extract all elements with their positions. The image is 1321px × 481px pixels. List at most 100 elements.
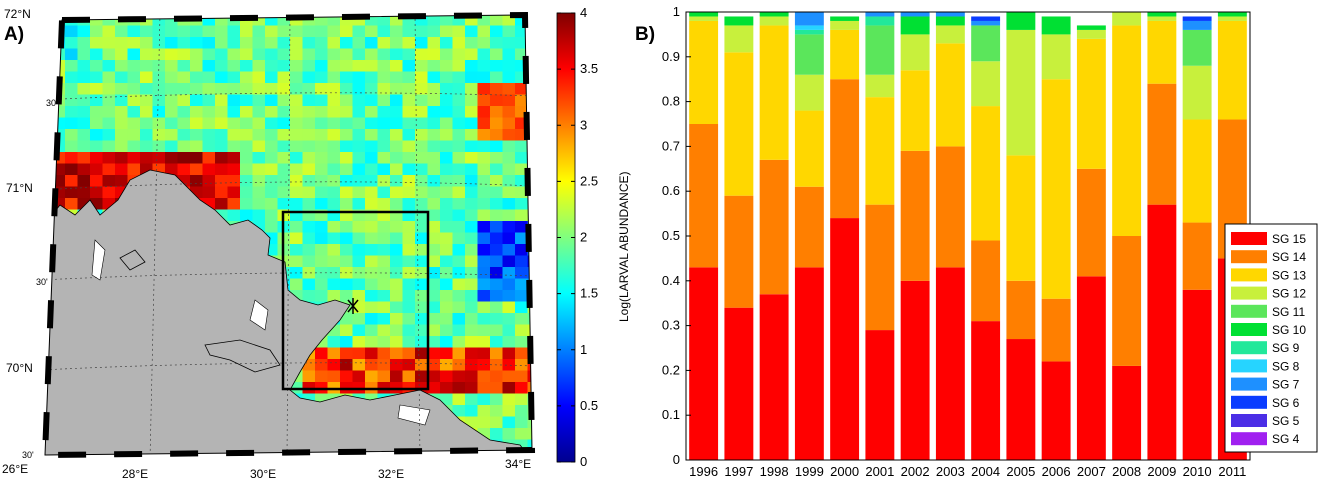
abundance-cell: [490, 175, 503, 187]
abundance-cell: [415, 71, 428, 84]
abundance-cell: [115, 94, 128, 107]
abundance-cell: [490, 94, 503, 107]
abundance-cell: [315, 48, 328, 61]
abundance-cell: [502, 25, 516, 38]
bar-segment: [1147, 20, 1177, 84]
abundance-cell: [65, 71, 78, 84]
abundance-cell: [315, 451, 328, 455]
abundance-cell: [365, 83, 378, 95]
abundance-cell: [465, 359, 478, 371]
legend-label: SG 10: [1272, 323, 1306, 337]
abundance-cell: [127, 152, 141, 164]
abundance-cell: [127, 71, 141, 84]
abundance-cell: [340, 278, 353, 291]
abundance-cell: [127, 140, 141, 153]
abundance-cell: [490, 198, 503, 210]
abundance-cell: [452, 301, 466, 314]
abundance-cell: [477, 198, 491, 210]
fjord: [397, 404, 431, 426]
bar-segment: [865, 330, 895, 460]
bar-segment: [935, 43, 965, 147]
abundance-cell: [127, 106, 141, 118]
abundance-cell: [302, 152, 316, 164]
abundance-cell: [490, 71, 503, 84]
abundance-cell: [340, 140, 353, 153]
abundance-cell: [477, 186, 491, 199]
abundance-cell: [140, 15, 153, 26]
abundance-cell: [452, 313, 466, 325]
abundance-cell: [402, 232, 416, 245]
abundance-cell: [165, 71, 178, 84]
abundance-cell: [490, 382, 503, 394]
abundance-cell: [477, 336, 491, 348]
abundance-cell: [315, 290, 328, 302]
abundance-cell: [227, 140, 241, 153]
abundance-cell: [202, 117, 216, 130]
abundance-cell: [427, 15, 441, 26]
x-tick-label: 2003: [936, 464, 965, 479]
bar-segment: [724, 16, 754, 26]
abundance-cell: [365, 186, 378, 199]
abundance-cell: [465, 117, 478, 130]
abundance-cell: [227, 117, 241, 130]
abundance-cell: [302, 198, 316, 210]
abundance-cell: [115, 71, 128, 84]
abundance-cell: [452, 175, 466, 187]
abundance-cell: [77, 163, 91, 176]
legend-label: SG 6: [1272, 396, 1300, 410]
abundance-cell: [502, 232, 516, 245]
abundance-cell: [240, 186, 253, 199]
abundance-cell: [277, 186, 291, 199]
abundance-cell: [77, 83, 91, 95]
abundance-cell: [502, 117, 516, 130]
bar-segment: [794, 74, 824, 111]
abundance-cell: [390, 186, 403, 199]
abundance-cell: [477, 60, 491, 72]
abundance-cell: [515, 313, 528, 325]
abundance-cell: [290, 94, 303, 107]
abundance-cell: [390, 255, 403, 268]
abundance-cell: [502, 83, 516, 95]
abundance-cell: [302, 232, 316, 245]
abundance-cell: [365, 244, 378, 256]
abundance-cell: [340, 15, 353, 26]
bar-segment: [830, 16, 860, 21]
map-area: [41, 11, 536, 459]
abundance-cell: [352, 175, 366, 187]
abundance-cell: [402, 117, 416, 130]
abundance-cell: [327, 94, 341, 107]
abundance-cell: [252, 71, 266, 84]
abundance-cell: [90, 186, 103, 199]
abundance-cell: [452, 359, 466, 371]
abundance-cell: [165, 37, 178, 49]
abundance-cell: [377, 106, 391, 118]
abundance-cell: [377, 37, 391, 49]
abundance-cell: [240, 25, 253, 38]
abundance-cell: [365, 140, 378, 153]
abundance-cell: [340, 83, 353, 95]
abundance-cell: [402, 244, 416, 256]
x-tick-label: 2011: [1218, 464, 1246, 479]
abundance-cell: [527, 324, 532, 337]
abundance-cell: [45, 232, 53, 245]
abundance-cell: [490, 267, 503, 279]
abundance-cell: [377, 255, 391, 268]
abundance-cell: [252, 48, 266, 61]
abundance-cell: [90, 15, 103, 26]
abundance-cell: [440, 221, 453, 233]
abundance-cell: [52, 48, 66, 61]
abundance-cell: [377, 60, 391, 72]
abundance-cell: [402, 359, 416, 371]
abundance-cell: [215, 186, 228, 199]
abundance-cell: [352, 255, 366, 268]
abundance-cell: [215, 25, 228, 38]
abundance-cell: [440, 71, 453, 84]
abundance-cell: [215, 15, 228, 26]
abundance-cell: [427, 129, 441, 141]
abundance-cell: [402, 175, 416, 187]
abundance-cell: [390, 175, 403, 187]
abundance-cell: [427, 25, 441, 38]
abundance-cell: [352, 83, 366, 95]
abundance-cell: [252, 25, 266, 38]
abundance-cell: [452, 15, 466, 26]
